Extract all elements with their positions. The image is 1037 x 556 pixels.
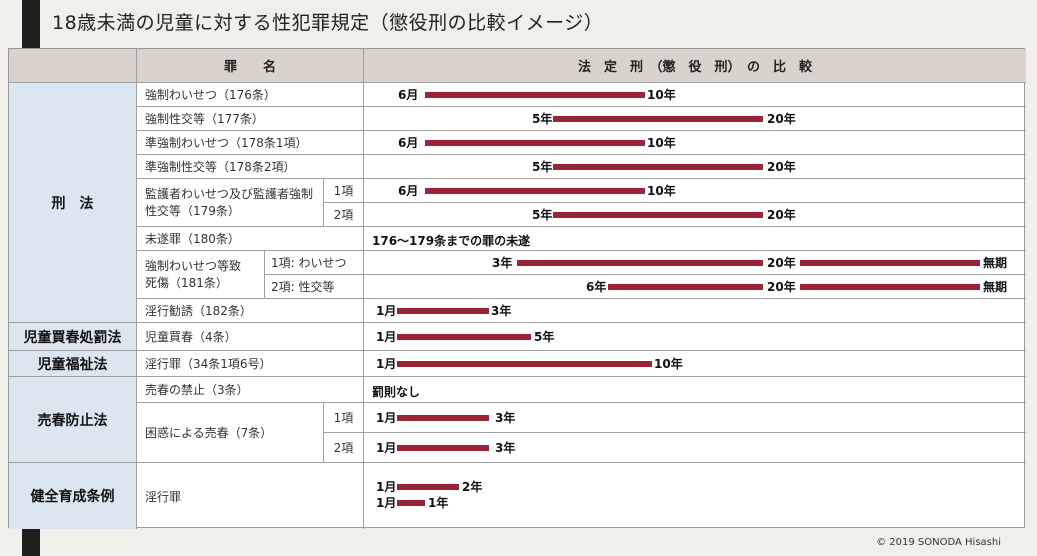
category-jido-baishun: 児童買春処罰法 bbox=[9, 323, 137, 351]
cmp-181-2: 6年 20年 無期 bbox=[364, 275, 1026, 299]
crime-178-1: 準強制わいせつ（178条1項） bbox=[137, 131, 364, 155]
min-label: 6月 bbox=[398, 184, 419, 198]
cmp-176: 6月 10年 bbox=[364, 83, 1026, 107]
min-label: 1月 bbox=[376, 480, 397, 494]
penalty-bar bbox=[397, 500, 425, 506]
penalty-bar bbox=[553, 212, 763, 218]
penalty-bar-life bbox=[800, 284, 980, 290]
max-label: 10年 bbox=[647, 136, 676, 150]
min-label: 6年 bbox=[586, 280, 607, 294]
cmp-bb3: 罰則なし bbox=[364, 377, 1026, 403]
category-keiho: 刑 法 bbox=[9, 83, 137, 323]
min-label: 1月 bbox=[376, 357, 397, 371]
max-label: 無期 bbox=[983, 280, 1008, 294]
max-label: 20年 bbox=[767, 112, 796, 126]
crime-bb3: 売春の禁止（3条） bbox=[137, 377, 364, 403]
cmp-178-1: 6月 10年 bbox=[364, 131, 1026, 155]
max-label: 3年 bbox=[495, 441, 516, 455]
sub-bb7-1: 1項 bbox=[324, 403, 364, 433]
min-label: 5年 bbox=[532, 208, 553, 222]
max-label: 10年 bbox=[654, 357, 683, 371]
copyright-notice: © 2019 SONODA Hisashi bbox=[876, 537, 1001, 548]
penalty-bar bbox=[517, 260, 763, 266]
header-comparison: 法 定 刑 （懲 役 刑） の 比 較 bbox=[364, 49, 1026, 83]
header-empty bbox=[9, 49, 137, 83]
cmp-179-2: 5年 20年 bbox=[364, 203, 1026, 227]
max-label: 3年 bbox=[495, 411, 516, 425]
penalty-comparison-table: 罪 名 法 定 刑 （懲 役 刑） の 比 較 刑 法 児童買春処罰法 児童福祉… bbox=[8, 48, 1026, 529]
crime-kz: 淫行罪 bbox=[137, 463, 364, 529]
crime-177: 強制性交等（177条） bbox=[137, 107, 364, 131]
min-label: 5年 bbox=[532, 112, 553, 126]
min-label: 1月 bbox=[376, 441, 397, 455]
crime-181: 強制わいせつ等致死傷（181条） bbox=[137, 251, 265, 299]
penalty-bar bbox=[553, 116, 763, 122]
cmp-182: 1月 3年 bbox=[364, 299, 1026, 323]
min-label: 3年 bbox=[492, 256, 513, 270]
crime-182: 淫行勧誘（182条） bbox=[137, 299, 364, 323]
cmp-bb7-2: 1月 3年 bbox=[364, 433, 1026, 463]
min-label: 1月 bbox=[376, 411, 397, 425]
max-label: 20年 bbox=[767, 160, 796, 174]
penalty-bar bbox=[425, 188, 645, 194]
max-label: 5年 bbox=[534, 330, 555, 344]
sub-179-2: 2項 bbox=[324, 203, 364, 227]
max-label: 無期 bbox=[983, 256, 1008, 270]
penalty-bar bbox=[425, 92, 645, 98]
min-label: 6月 bbox=[398, 88, 419, 102]
min-label: 1月 bbox=[376, 496, 397, 510]
penalty-bar bbox=[397, 334, 531, 340]
mid-label: 20年 bbox=[767, 256, 796, 270]
cmp-bb7-1: 1月 3年 bbox=[364, 403, 1026, 433]
penalty-bar bbox=[397, 308, 489, 314]
crime-jf34: 淫行罪（34条1項6号） bbox=[137, 351, 364, 377]
cmp-180: 176～179条までの罪の未遂 bbox=[364, 227, 1026, 251]
cmp-181-1: 3年 20年 無期 bbox=[364, 251, 1026, 275]
header-crime: 罪 名 bbox=[137, 49, 364, 83]
min-label: 1月 bbox=[376, 304, 397, 318]
crime-bb7: 困惑による売春（7条） bbox=[137, 403, 324, 463]
mid-label: 20年 bbox=[767, 280, 796, 294]
crime-176: 強制わいせつ（176条） bbox=[137, 83, 364, 107]
max-label: 1年 bbox=[428, 496, 449, 510]
sub-181-2: 2項: 性交等 bbox=[265, 275, 364, 299]
crime-178-2: 準強制性交等（178条2項） bbox=[137, 155, 364, 179]
cmp-179-1: 6月 10年 bbox=[364, 179, 1026, 203]
penalty-bar bbox=[397, 484, 459, 490]
crime-180: 未遂罪（180条） bbox=[137, 227, 364, 251]
crime-jb4: 児童買春（4条） bbox=[137, 323, 364, 351]
cmp-jb4: 1月 5年 bbox=[364, 323, 1026, 351]
min-label: 1月 bbox=[376, 330, 397, 344]
penalty-bar bbox=[608, 284, 763, 290]
sub-181-1: 1項: わいせつ bbox=[265, 251, 364, 275]
penalty-bar-life bbox=[800, 260, 980, 266]
min-label: 5年 bbox=[532, 160, 553, 174]
max-label: 3年 bbox=[491, 304, 512, 318]
penalty-bar bbox=[397, 445, 489, 451]
cmp-kz: 1月 2年 1月 1年 bbox=[364, 463, 1026, 529]
penalty-bar bbox=[425, 140, 645, 146]
max-label: 20年 bbox=[767, 208, 796, 222]
cmp-178-2: 5年 20年 bbox=[364, 155, 1026, 179]
penalty-bar bbox=[397, 415, 489, 421]
max-label: 10年 bbox=[647, 88, 676, 102]
max-label: 2年 bbox=[462, 480, 483, 494]
penalty-bar bbox=[397, 361, 652, 367]
sub-bb7-2: 2項 bbox=[324, 433, 364, 463]
cmp-jf34: 1月 10年 bbox=[364, 351, 1026, 377]
attempt-note: 176～179条までの罪の未遂 bbox=[372, 234, 531, 248]
penalty-bar bbox=[553, 164, 763, 170]
sub-179-1: 1項 bbox=[324, 179, 364, 203]
category-kenzen: 健全育成条例 bbox=[9, 463, 137, 529]
category-jido-fukushi: 児童福祉法 bbox=[9, 351, 137, 377]
no-penalty-note: 罰則なし bbox=[372, 385, 421, 399]
page-title: 18歳未満の児童に対する性犯罪規定（懲役刑の比較イメージ） bbox=[52, 12, 604, 34]
cmp-177: 5年 20年 bbox=[364, 107, 1026, 131]
min-label: 6月 bbox=[398, 136, 419, 150]
crime-179: 監護者わいせつ及び監護者強制性交等（179条） bbox=[137, 179, 324, 227]
max-label: 10年 bbox=[647, 184, 676, 198]
category-baishun-boshi: 売春防止法 bbox=[9, 377, 137, 463]
